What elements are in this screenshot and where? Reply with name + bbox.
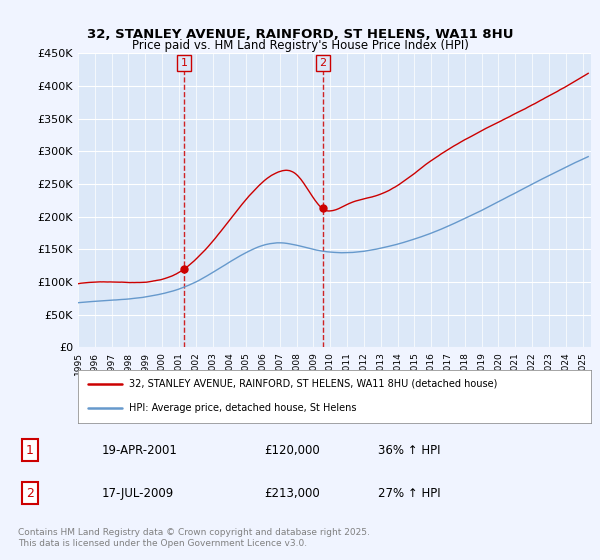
- Text: 17-JUL-2009: 17-JUL-2009: [102, 487, 174, 500]
- Text: HPI: Average price, detached house, St Helens: HPI: Average price, detached house, St H…: [130, 403, 357, 413]
- Text: 32, STANLEY AVENUE, RAINFORD, ST HELENS, WA11 8HU (detached house): 32, STANLEY AVENUE, RAINFORD, ST HELENS,…: [130, 379, 497, 389]
- Text: 2: 2: [319, 58, 326, 68]
- Text: 36% ↑ HPI: 36% ↑ HPI: [378, 444, 440, 457]
- Text: 1: 1: [26, 444, 34, 457]
- Text: Contains HM Land Registry data © Crown copyright and database right 2025.
This d: Contains HM Land Registry data © Crown c…: [18, 528, 370, 548]
- Text: 32, STANLEY AVENUE, RAINFORD, ST HELENS, WA11 8HU: 32, STANLEY AVENUE, RAINFORD, ST HELENS,…: [87, 28, 513, 41]
- Text: 19-APR-2001: 19-APR-2001: [102, 444, 178, 457]
- Text: 1: 1: [181, 58, 187, 68]
- Text: Price paid vs. HM Land Registry's House Price Index (HPI): Price paid vs. HM Land Registry's House …: [131, 39, 469, 53]
- Text: £120,000: £120,000: [264, 444, 320, 457]
- Text: 27% ↑ HPI: 27% ↑ HPI: [378, 487, 440, 500]
- Text: £213,000: £213,000: [264, 487, 320, 500]
- Text: 2: 2: [26, 487, 34, 500]
